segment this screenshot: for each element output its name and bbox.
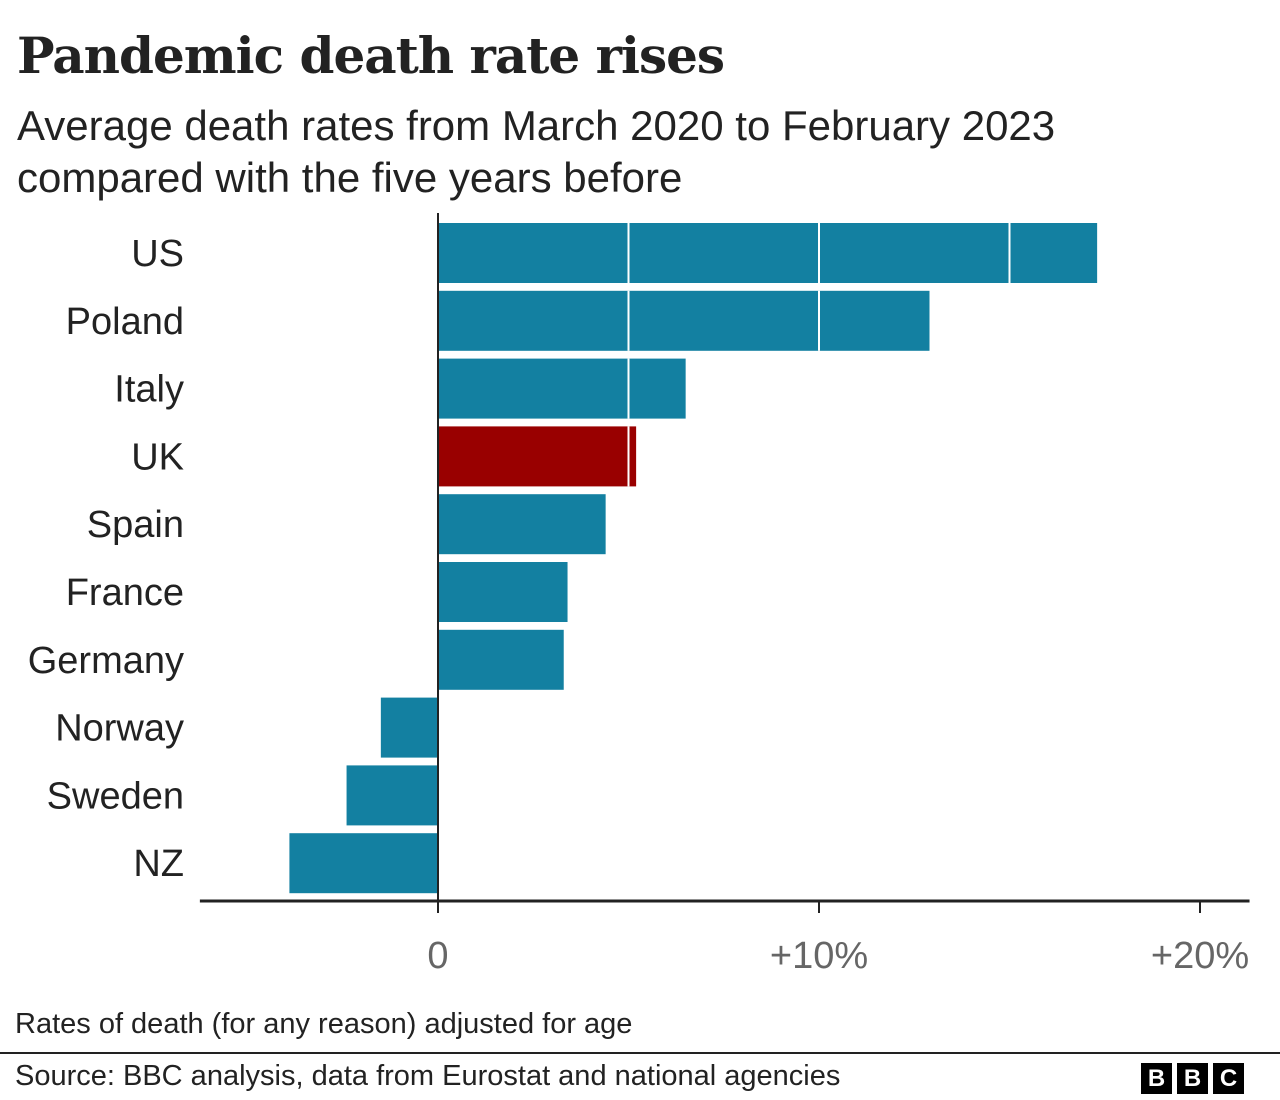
chart-subtitle: Average death rates from March 2020 to F…: [17, 102, 1056, 201]
bar-norway: [380, 697, 438, 758]
footer-divider: [0, 1052, 1280, 1054]
x-tick-label: 0: [427, 935, 448, 977]
category-label: France: [66, 572, 184, 614]
category-label: Sweden: [47, 775, 184, 817]
bar-chart: US Poland Italy UK Spain France Germany Norway S…: [28, 213, 1250, 977]
bar-germany: [438, 629, 564, 690]
bar-sweden: [346, 765, 438, 826]
bar-us: [438, 223, 1098, 283]
category-label: Germany: [28, 640, 184, 682]
x-tick-label: +20%: [1151, 935, 1249, 977]
category-label: Poland: [66, 301, 184, 343]
source-text: Source: BBC analysis, data from Eurostat…: [15, 1060, 841, 1092]
category-label: Norway: [55, 708, 184, 750]
bar-italy: [438, 358, 686, 419]
category-label: Italy: [114, 369, 184, 411]
bar-poland: [438, 290, 930, 351]
bar-france: [438, 562, 568, 622]
chart-note: Rates of death (for any reason) adjusted…: [15, 1008, 633, 1040]
category-label: UK: [131, 436, 184, 478]
category-label: Spain: [87, 504, 184, 546]
bar-uk: [438, 426, 637, 487]
x-tick-label: +10%: [770, 935, 868, 977]
category-label: US: [131, 233, 184, 275]
bar-spain: [438, 494, 606, 555]
category-label: NZ: [133, 843, 184, 885]
bar-nz: [289, 833, 438, 894]
chart-title: Pandemic death rate rises: [17, 26, 725, 85]
